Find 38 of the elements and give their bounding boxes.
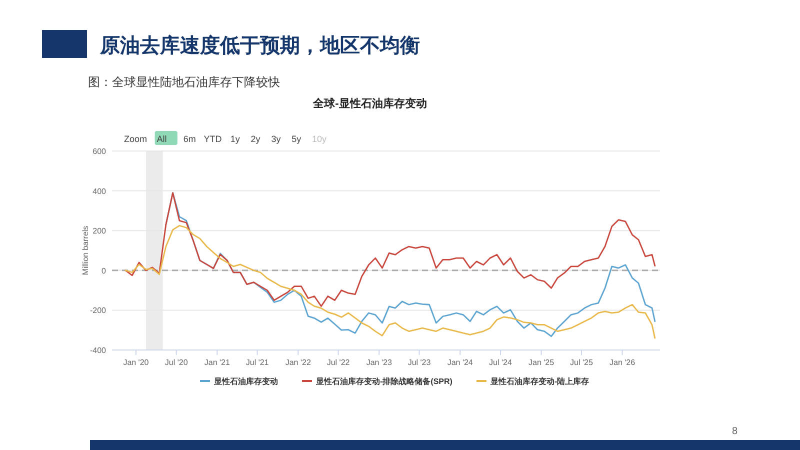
x-tick-label: Jul '20 — [164, 358, 188, 367]
text: YTD — [204, 134, 222, 144]
text: Zoom — [124, 134, 148, 144]
text: 5y — [292, 134, 302, 144]
text: All — [156, 134, 167, 144]
x-tick-label: Jul '22 — [326, 358, 350, 367]
x-tick-label: Jan '26 — [610, 358, 636, 367]
x-tick-label: Jan '25 — [528, 358, 555, 367]
y-tick-label: -200 — [90, 306, 107, 316]
x-tick-label: Jul '23 — [408, 358, 432, 367]
y-tick-label: 400 — [92, 186, 107, 196]
x-tick-label: Jan '21 — [204, 358, 230, 367]
line-series — [124, 224, 656, 339]
x-tick-label: Jan '20 — [123, 358, 150, 367]
x-tick-label: Jul '21 — [246, 358, 270, 367]
text: 3y — [271, 134, 282, 144]
text: 图：全球显性陆地石油库存下降较快 — [88, 75, 280, 89]
y-tick-label: -400 — [90, 346, 107, 355]
text: 8 — [732, 426, 738, 437]
legend-label: 显性石油库存变动 — [213, 376, 278, 386]
x-tick-label: Jul '24 — [489, 358, 512, 367]
legend-label: 显性石油库存变动-陆上库存 — [489, 376, 590, 386]
y-axis-title: Million barrels — [81, 226, 90, 276]
x-tick-label: Jan '24 — [447, 358, 474, 367]
x-tick-label: Jan '23 — [366, 358, 392, 367]
y-tick-label: 0 — [102, 266, 107, 276]
text: 10y — [312, 134, 328, 144]
text: 6m — [183, 134, 196, 144]
y-tick-label: 200 — [92, 226, 107, 236]
x-tick-label: Jul '25 — [570, 358, 594, 367]
text: 原油去库速度低于预期，地区不均衡 — [99, 34, 420, 57]
chart-title: 全球-显性石油库存变动 — [312, 97, 427, 110]
text: 1y — [230, 134, 240, 144]
text: 2y — [250, 134, 261, 144]
y-tick-label: 600 — [92, 147, 107, 156]
x-tick-label: Jan '22 — [285, 358, 312, 367]
line-series — [124, 192, 656, 307]
legend-label: 显性石油库存变动-排除战略储备(SPR) — [315, 376, 453, 386]
